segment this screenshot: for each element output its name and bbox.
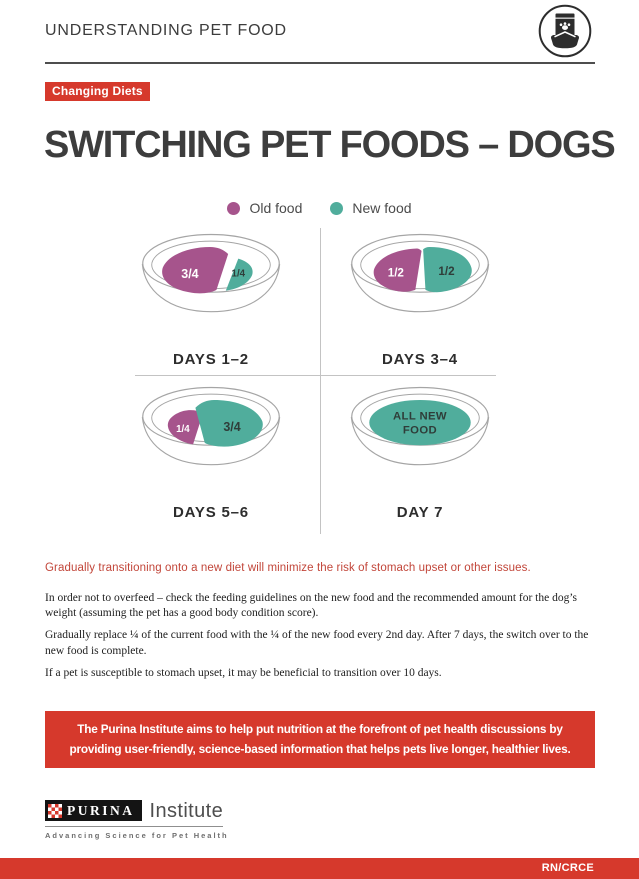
- footer-code: RN/CRCE: [541, 862, 594, 874]
- svg-text:1/2: 1/2: [388, 267, 405, 280]
- body-paragraph: Gradually replace ¼ of the current food …: [45, 629, 589, 657]
- bowl-caption: DAYS 1–2: [173, 351, 249, 368]
- legend-item: New food: [330, 200, 412, 216]
- bowl-cell: 1/4 3/4 DAYS 5–6: [133, 382, 289, 521]
- purina-logo-box: PURINA: [45, 800, 142, 821]
- pet-food-bag-bowl-icon: [538, 4, 592, 58]
- body-paragraph: If a pet is susceptible to stomach upset…: [45, 666, 442, 679]
- header-title: UNDERSTANDING PET FOOD: [45, 22, 287, 39]
- changing-diets-badge: Changing Diets: [45, 82, 150, 101]
- purina-checkerboard-icon: [48, 803, 62, 818]
- body-paragraph: In order not to overfeed – check the fee…: [45, 592, 578, 620]
- footer-bar: RN/CRCE: [0, 858, 639, 879]
- svg-text:ALL NEW: ALL NEW: [393, 410, 447, 422]
- purina-institute-logo: PURINA Institute Advancing Science for P…: [45, 799, 227, 840]
- legend-item: Old food: [227, 200, 302, 216]
- svg-text:FOOD: FOOD: [403, 425, 437, 437]
- logo-tagline: Advancing Science for Pet Health: [45, 826, 227, 840]
- bowl-caption: DAYS 5–6: [173, 504, 249, 521]
- page-title: SWITCHING PET FOODS – DOGS: [44, 124, 616, 166]
- svg-text:1/4: 1/4: [232, 269, 246, 280]
- bowl-cell: 3/4 1/4 DAYS 1–2: [133, 229, 289, 368]
- svg-text:1/2: 1/2: [438, 265, 455, 278]
- body-paragraphs: In order not to overfeed – check the fee…: [45, 591, 607, 688]
- legend: Old food New food: [0, 200, 639, 216]
- callout-box: The Purina Institute aims to help put nu…: [45, 711, 595, 768]
- svg-text:1/4: 1/4: [176, 424, 190, 435]
- vertical-divider: [320, 228, 321, 534]
- bowl-caption: DAY 7: [396, 504, 444, 521]
- old-food-dot-icon: [227, 201, 241, 215]
- svg-text:3/4: 3/4: [223, 420, 240, 434]
- logo-institute-text: Institute: [149, 799, 224, 822]
- horizontal-divider: [135, 375, 496, 376]
- bowl-caption: DAYS 3–4: [382, 351, 458, 368]
- legend-label: Old food: [249, 200, 303, 216]
- svg-text:3/4: 3/4: [181, 267, 198, 281]
- new-food-dot-icon: [330, 201, 344, 215]
- statement-text: Gradually transitioning onto a new diet …: [45, 562, 531, 574]
- legend-label: New food: [352, 200, 412, 216]
- transition-diagram: 3/4 1/4 DAYS 1–2 1/2 1/2 DAYS 3–4 1/4 3/4 DAYS 5…: [0, 225, 639, 537]
- logo-purina-text: PURINA: [67, 802, 135, 818]
- header-divider: [45, 62, 595, 64]
- bowl-cell: ALL NEW FOOD DAY 7: [342, 382, 498, 521]
- bowl-cell: 1/2 1/2 DAYS 3–4: [342, 229, 498, 368]
